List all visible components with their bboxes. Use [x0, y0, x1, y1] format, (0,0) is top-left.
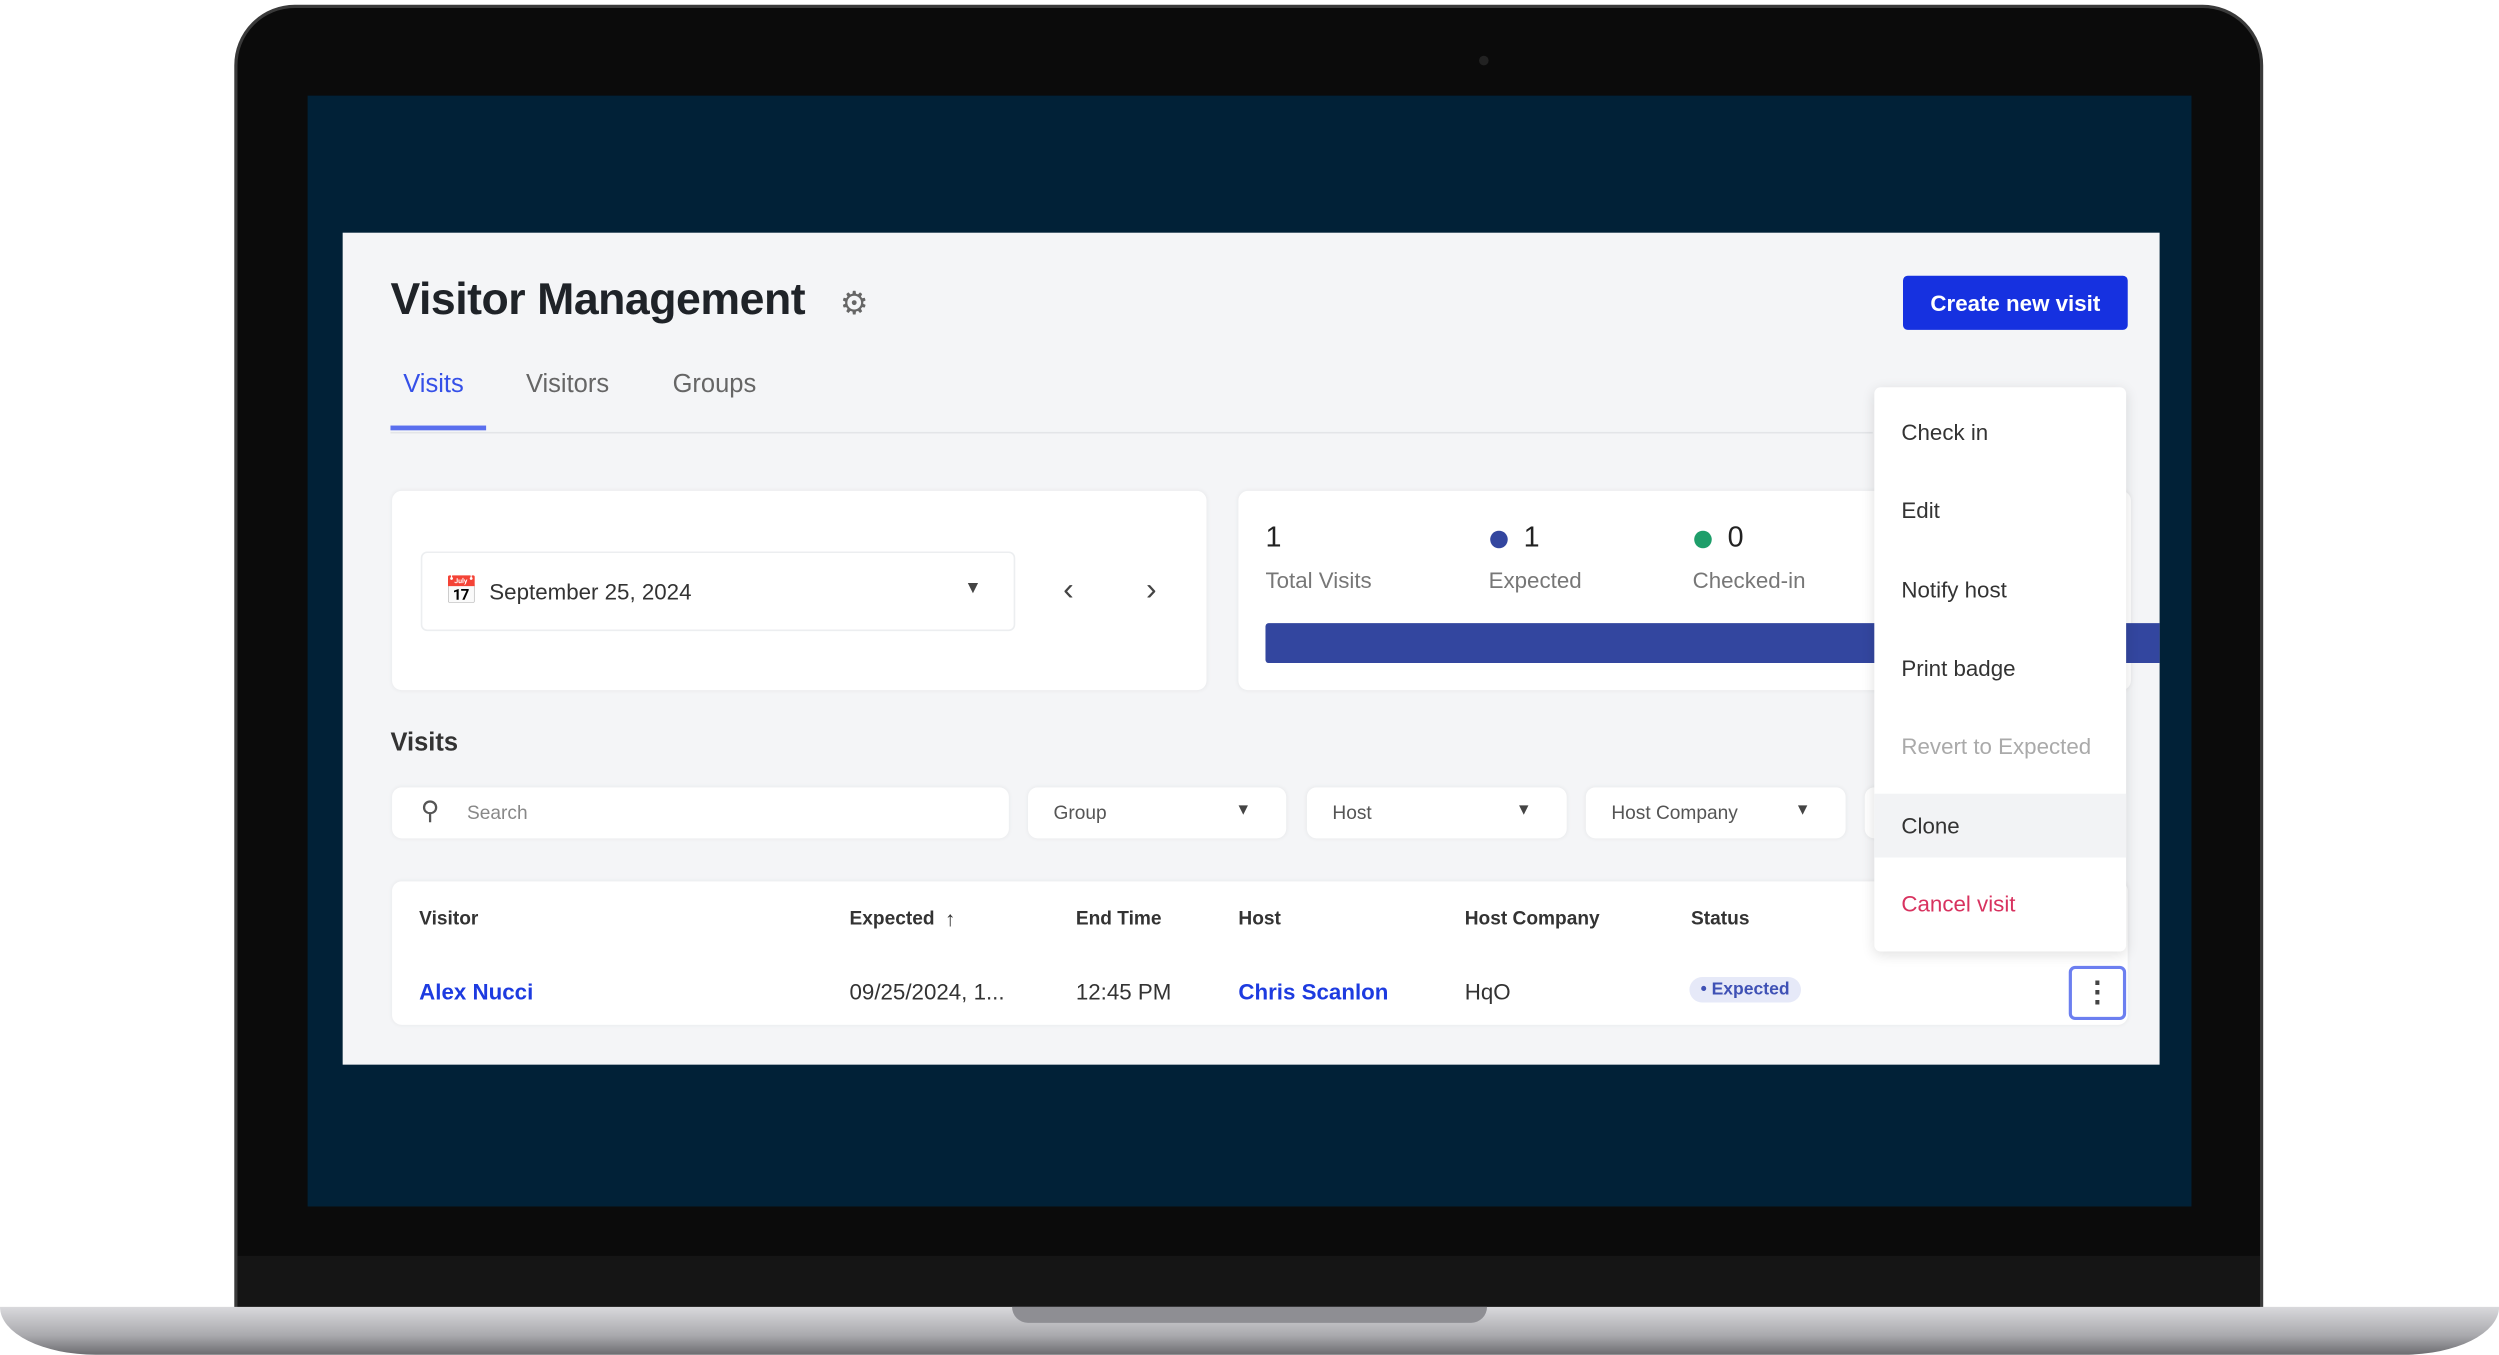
- laptop-chin: [237, 1255, 2261, 1311]
- caret-down-icon: ▼: [1515, 801, 1532, 820]
- create-new-visit-button[interactable]: Create new visit: [1902, 275, 2128, 330]
- visits-heading: Visits: [390, 729, 459, 758]
- status-badge: • Expected: [1689, 976, 1801, 1003]
- caret-down-icon: ▼: [1235, 801, 1252, 820]
- host-company-filter-label: Host Company: [1611, 801, 1738, 824]
- laptop-notch: [1012, 1306, 1488, 1323]
- host-company-filter[interactable]: Host Company ▼: [1585, 787, 1846, 839]
- tabs-divider: [390, 431, 1873, 434]
- expected-count: 1: [1523, 521, 1540, 554]
- expected-label: Expected: [1488, 567, 1582, 593]
- next-day-button[interactable]: ›: [1136, 571, 1166, 611]
- checked-in-label: Checked-in: [1692, 567, 1806, 593]
- active-tab-indicator: [390, 425, 487, 431]
- menu-item-check-in[interactable]: Check in: [1901, 419, 1989, 445]
- visitor-link[interactable]: Alex Nucci: [419, 978, 534, 1005]
- end-time-cell: 12:45 PM: [1075, 978, 1172, 1005]
- search-icon: ⚲: [420, 798, 440, 826]
- page-title: Visitor Management: [390, 274, 806, 324]
- search-placeholder: Search: [466, 801, 528, 824]
- menu-item-clone[interactable]: Clone: [1874, 793, 2127, 858]
- checked-in-dot-icon: [1694, 530, 1712, 549]
- total-visits-label: Total Visits: [1265, 567, 1372, 593]
- camera: [1479, 55, 1489, 66]
- caret-down-icon: ▼: [1794, 801, 1811, 820]
- host-link[interactable]: Chris Scanlon: [1238, 978, 1389, 1005]
- column-host[interactable]: Host: [1238, 906, 1281, 930]
- date-value: September 25, 2024: [489, 578, 692, 605]
- column-end-time[interactable]: End Time: [1075, 906, 1162, 930]
- menu-item-cancel-visit[interactable]: Cancel visit: [1901, 890, 2016, 917]
- menu-item-print-badge[interactable]: Print badge: [1901, 655, 2016, 681]
- gear-icon[interactable]: ⚙: [839, 286, 869, 322]
- host-company-cell: HqO: [1464, 978, 1511, 1005]
- column-status[interactable]: Status: [1691, 906, 1750, 930]
- tab-visitors[interactable]: Visitors: [525, 371, 610, 399]
- menu-item-revert-to-expected: Revert to Expected: [1901, 733, 2092, 759]
- expected-cell: 09/25/2024, 1...: [849, 978, 1005, 1005]
- sort-ascending-icon[interactable]: ↑: [945, 906, 956, 931]
- expected-dot-icon: [1490, 530, 1508, 549]
- checked-in-count: 0: [1727, 521, 1744, 554]
- tab-groups[interactable]: Groups: [672, 371, 757, 399]
- status-text: Expected: [1711, 980, 1790, 1000]
- previous-day-button[interactable]: ‹: [1054, 571, 1084, 611]
- group-filter[interactable]: Group ▼: [1028, 787, 1287, 839]
- menu-item-notify-host[interactable]: Notify host: [1901, 576, 2007, 603]
- group-filter-label: Group: [1053, 801, 1107, 824]
- visitor-management-panel: Visitor Management ⚙ Create new visit Vi…: [342, 232, 2160, 1065]
- total-visits-count: 1: [1265, 521, 1282, 554]
- column-visitor[interactable]: Visitor: [419, 906, 479, 930]
- search-input[interactable]: ⚲ Search: [392, 787, 1009, 839]
- visits-table: [392, 881, 2128, 1025]
- row-actions-kebab-button[interactable]: ⋮: [2068, 965, 2127, 1021]
- host-filter-label: Host: [1332, 801, 1372, 824]
- date-select[interactable]: 📅 September 25, 2024 ▼: [420, 551, 1016, 632]
- calendar-icon: 📅: [444, 575, 479, 606]
- row-actions-menu: Check in Edit Notify host Print badge Re…: [1874, 387, 2127, 952]
- column-expected[interactable]: Expected: [849, 906, 935, 930]
- column-host-company[interactable]: Host Company: [1464, 906, 1600, 930]
- host-filter[interactable]: Host ▼: [1306, 787, 1567, 839]
- tab-visits[interactable]: Visits: [403, 371, 464, 399]
- menu-item-edit[interactable]: Edit: [1901, 497, 1940, 523]
- caret-down-icon: ▼: [964, 578, 982, 598]
